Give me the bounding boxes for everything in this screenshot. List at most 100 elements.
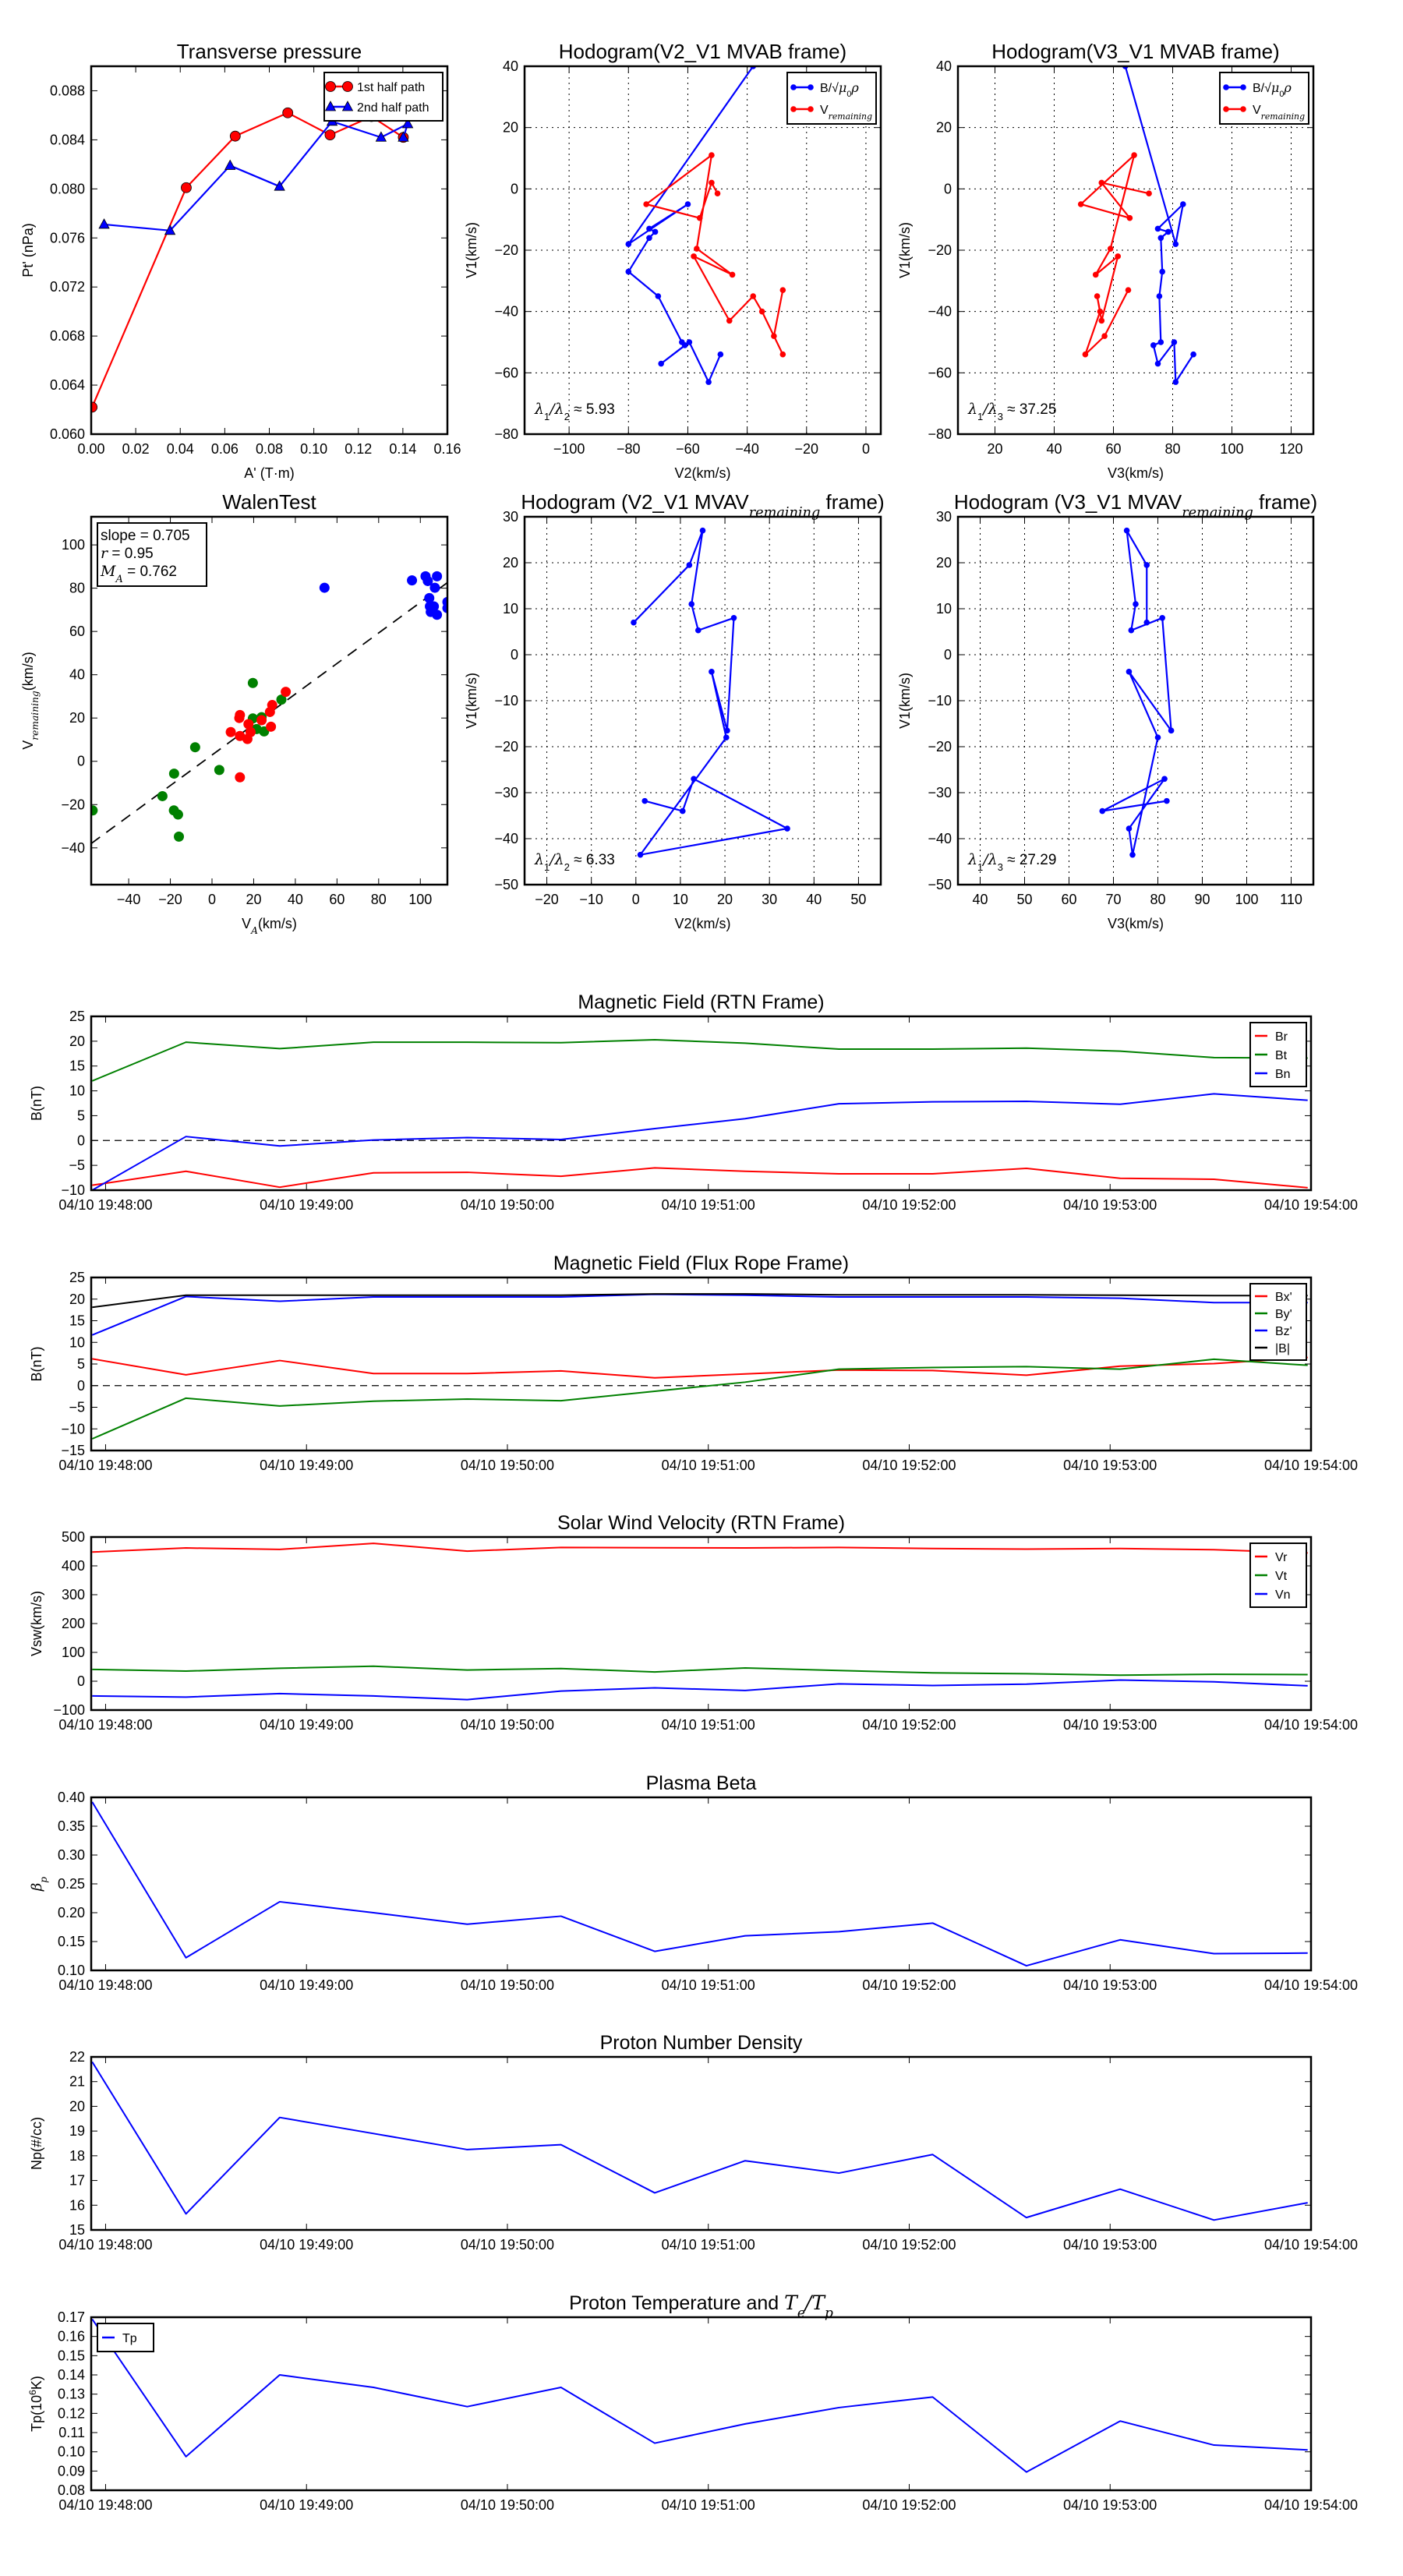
data-point [688,601,695,607]
text-segment: frame) [820,490,884,514]
legend-item: Tp [102,2332,137,2345]
x-tick-label: 04/10 19:49:00 [260,1458,353,1473]
y-tick-label: 0.40 [58,1790,85,1805]
series-line-2 [92,1679,1308,1701]
legend-item: Vr [1255,1551,1288,1564]
x-tick-label: 110 [1280,892,1302,907]
x-tick-label: 04/10 19:54:00 [1264,1717,1358,1733]
plot-area [91,1801,1308,1967]
eigenvalue-ratio-label: λ1/λ3 ≈ 27.29 [967,851,1056,873]
chart-title: Hodogram(V2_V1 MVAB frame) [559,40,846,63]
y-tick-label: −30 [494,785,518,800]
y-tick-label: 0 [77,1378,85,1394]
data-point [1101,333,1108,339]
y-axis-label: V1(km/s) [897,222,913,278]
x-tick-label: 04/10 19:48:00 [58,1197,152,1213]
x-tick-label: 04/10 19:51:00 [662,2237,755,2253]
x-tick-label: 04/10 19:52:00 [862,2497,956,2513]
data-point [652,228,659,235]
y-tick-label: −20 [494,242,518,258]
chart-title: Transverse pressure [177,40,362,63]
text-segment: remaining [829,111,872,122]
x-tick-label: 04/10 19:48:00 [58,2237,152,2253]
x-tick-label: 0.00 [77,441,104,457]
y-axis-label: βp [29,1877,49,1892]
y-tick-label: 0.088 [50,83,85,98]
y-tick-label: 25 [69,1009,85,1024]
x-tick-label: 60 [329,892,345,907]
data-point [274,180,285,191]
legend-item: Br [1255,1030,1288,1044]
x-tick-label: 90 [1194,892,1210,907]
x-tick-label: 04/10 19:50:00 [461,1197,554,1213]
text-segment: V [1253,104,1261,117]
y-tick-label: −40 [494,831,518,846]
data-point [422,575,433,586]
text-segment: B/√ [820,82,839,95]
y-tick-label: 0 [944,647,952,663]
legend-marker [324,101,337,111]
series-line-0 [1124,66,1195,383]
data-point [1172,241,1179,247]
data-point [1159,268,1165,275]
legend-marker [342,81,353,92]
y-tick-label: −40 [928,831,952,846]
data-point [281,687,292,698]
x-tick-label: 0.06 [211,441,239,457]
plot-area [631,527,790,858]
data-point [686,339,693,345]
y-tick-label: 0 [77,1673,85,1689]
y-tick-label: −5 [69,1400,85,1415]
legend: Br Bt Bn [1249,1022,1307,1087]
data-point [1077,201,1084,207]
series-line-2 [91,1093,1308,1190]
data-point [714,190,721,197]
series-line-0 [1101,529,1172,856]
data-point [691,253,697,260]
legend-item: 1st half path [325,81,425,94]
data-point [168,769,179,779]
data-point [1161,776,1168,783]
data-point [1157,339,1164,345]
legend-label: Vremaining [1253,104,1305,122]
plot-area [91,2318,1308,2473]
y-tick-label: 18 [69,2148,85,2164]
x-tick-label: 20 [246,892,261,907]
data-point [1172,379,1179,385]
data-point [282,107,294,118]
text-segment: 0 [1279,90,1284,99]
y-tick-label: 0.060 [50,426,85,442]
data-point [267,700,277,711]
y-tick-label: −40 [928,304,952,320]
y-tick-label: 17 [69,2173,85,2189]
y-tick-label: 100 [62,537,85,553]
chart-magnetic-field-flux-rope: 04/10 19:48:00 04/10 19:49:00 04/10 19:50:… [29,1253,1358,1473]
legend-item: Bx' [1255,1291,1292,1304]
series-line-0 [91,2318,1308,2473]
plot-area [91,1293,1311,1440]
data-point [646,235,652,242]
x-tick-label: 04/10 19:50:00 [461,1458,554,1473]
data-point [1126,214,1133,221]
plot-area [91,1038,1311,1190]
legend: 1st half path 2nd half path [323,72,444,122]
data-point [658,360,664,367]
text-segment: Proton Temperature and [569,2292,784,2314]
data-point [723,734,730,740]
x-tick-label: 20 [987,441,1002,457]
y-tick-label: 40 [69,667,85,683]
text-segment: p [825,2306,833,2321]
y-tick-label: −20 [61,797,85,812]
data-point [319,582,330,593]
chart-plasma-beta: 04/10 19:48:00 04/10 19:49:00 04/10 19:50:… [29,1772,1358,1993]
data-point [398,131,409,142]
y-tick-label: 0.072 [50,279,85,295]
data-point [779,351,786,358]
x-tick-label: −10 [579,892,603,907]
y-tick-label: −50 [494,877,518,892]
text-segment: λ [967,401,977,418]
y-tick-label: 0.064 [50,377,85,393]
series-line-1 [92,1665,1308,1677]
legend-item: 2nd half path [324,101,429,115]
data-point [375,131,387,142]
